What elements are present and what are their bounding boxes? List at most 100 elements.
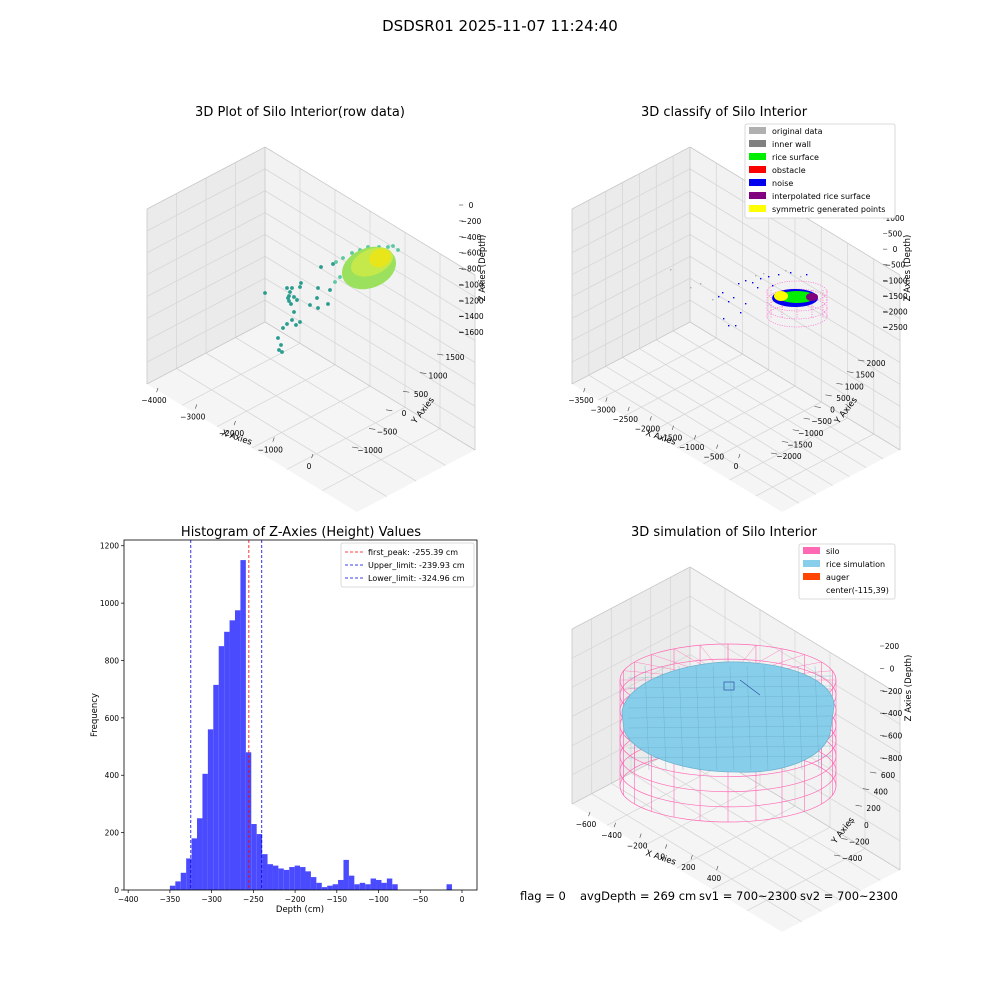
simulation-x-tick-mark	[665, 844, 668, 849]
histogram-bar	[207, 729, 214, 890]
histogram-y-ticks: 0 200 400 600 800 1000 1200	[100, 542, 124, 895]
raw-z-tick: −1000	[458, 280, 484, 289]
classify-points	[670, 269, 828, 328]
raw-z-tick: −600	[461, 249, 482, 258]
histogram-bar	[321, 887, 328, 890]
noise-point	[760, 278, 762, 280]
rice-simulation-surface	[621, 661, 835, 773]
raw-point	[331, 262, 335, 266]
rice-mesh-line	[712, 665, 718, 771]
histogram-bar	[175, 881, 181, 890]
classify-legend-swatch	[749, 192, 766, 199]
classify-x-tick: −2500	[613, 415, 639, 424]
edge	[571, 566, 691, 630]
rice-mesh-line	[627, 715, 833, 719]
classify-y-tick: 1500	[856, 371, 875, 380]
raw-y-tick-mark	[385, 409, 393, 412]
rice-mesh-line	[814, 665, 820, 771]
rice-surface-region	[779, 291, 815, 303]
classify-legend-swatch	[749, 127, 766, 134]
raw-y-tick-mark	[436, 353, 444, 356]
simulation-y-tick: −200	[849, 837, 870, 846]
histogram-bar	[370, 878, 377, 890]
raw-point	[277, 348, 281, 352]
histogram-bar	[338, 879, 344, 890]
classify-legend-label: inner wall	[772, 140, 811, 149]
classify-x-tick: −2000	[635, 424, 661, 433]
classify-y-tick-mark	[803, 417, 810, 420]
raw-point	[308, 303, 312, 307]
grid-y-floor	[286, 406, 406, 470]
histogram-y-tick-label: 1000	[100, 599, 119, 608]
rice-mesh-line	[763, 665, 769, 771]
noise-point	[745, 303, 747, 305]
raw-y-tick-mark	[402, 390, 410, 393]
histogram-bar	[446, 884, 452, 890]
simulation-legend: silo rice simulation auger center(-115,39)	[798, 543, 896, 600]
classify-y-tick-mark	[825, 394, 832, 397]
histogram-x-tick-label: −50	[412, 895, 428, 904]
noise-point	[740, 312, 742, 314]
classify-legend-swatch	[749, 179, 766, 186]
noise-point	[768, 276, 770, 278]
histogram-bar	[278, 868, 284, 890]
noise-point	[735, 325, 737, 327]
grid-y-floor	[321, 428, 441, 492]
classify-x-tick-mark	[738, 453, 741, 459]
simulation-y-tick: 400	[874, 788, 889, 797]
noise-point	[752, 282, 754, 284]
edge	[689, 321, 901, 451]
grid-z-left	[689, 256, 901, 385]
histogram-bar	[386, 878, 393, 890]
simulation-x-tick: −600	[576, 820, 597, 829]
raw-point	[290, 318, 294, 322]
classify-z-ticks: 1000 500 0 −500 −1000 −1500 −2000 −2500	[882, 214, 908, 332]
classify-x-tick: −3500	[568, 396, 594, 405]
symmetric-points-region	[774, 291, 788, 301]
raw-point	[287, 294, 291, 298]
classify-y-tick: −500	[811, 417, 832, 426]
raw-point	[316, 306, 320, 310]
grid-y-floor	[606, 762, 726, 826]
raw-point	[341, 256, 345, 260]
raw-point	[288, 290, 292, 294]
histogram-x-tick-label: −400	[118, 895, 139, 904]
raw-3d-box	[146, 146, 476, 512]
histogram-bar	[310, 877, 317, 890]
classify-y-tick-mark	[847, 371, 854, 373]
raw-x-tick-mark	[311, 453, 314, 459]
classify-y-tick: 500	[836, 394, 851, 403]
classify-x-tick: 0	[734, 462, 739, 471]
histogram-bar	[392, 884, 398, 890]
grid-z-right	[571, 299, 691, 363]
rice-mesh-line	[661, 665, 667, 771]
grid-z-right	[571, 277, 691, 341]
simulation-x-tick: 0	[660, 852, 665, 861]
raw-z-tick: −800	[461, 265, 482, 274]
noise-point	[745, 280, 747, 282]
histogram-bar	[213, 684, 219, 890]
classify-x-tick: −1500	[657, 434, 683, 443]
histogram-frame	[123, 539, 478, 891]
simulation-legend-label: rice simulation	[826, 560, 885, 569]
grid-y-floor	[711, 826, 831, 890]
raw-point-cloud	[369, 248, 391, 268]
raw-y-tick: 1000	[428, 372, 447, 381]
raw-y-tick-mark	[419, 372, 427, 374]
classify-legend-label: obstacle	[772, 166, 806, 175]
grid-y-floor	[624, 353, 743, 417]
simulation-y-tick-mark	[862, 788, 870, 790]
histogram-y-tick-label: 600	[105, 714, 120, 723]
histogram-legend-label: Upper_limit: -239.93 cm	[368, 561, 465, 570]
grid-z-right	[571, 212, 691, 275]
histogram-x-tick-label: 0	[460, 895, 465, 904]
raw-z-tick: −400	[461, 233, 482, 242]
raw-point	[292, 295, 296, 299]
histogram-bar	[197, 818, 203, 890]
simulation-y-ticks: −400 −200 0 200 400 600	[833, 771, 895, 863]
histogram-y-tick-label: 800	[105, 656, 120, 665]
edge	[146, 146, 266, 210]
histogram-bar	[305, 871, 311, 890]
grid-y-floor	[746, 848, 866, 912]
